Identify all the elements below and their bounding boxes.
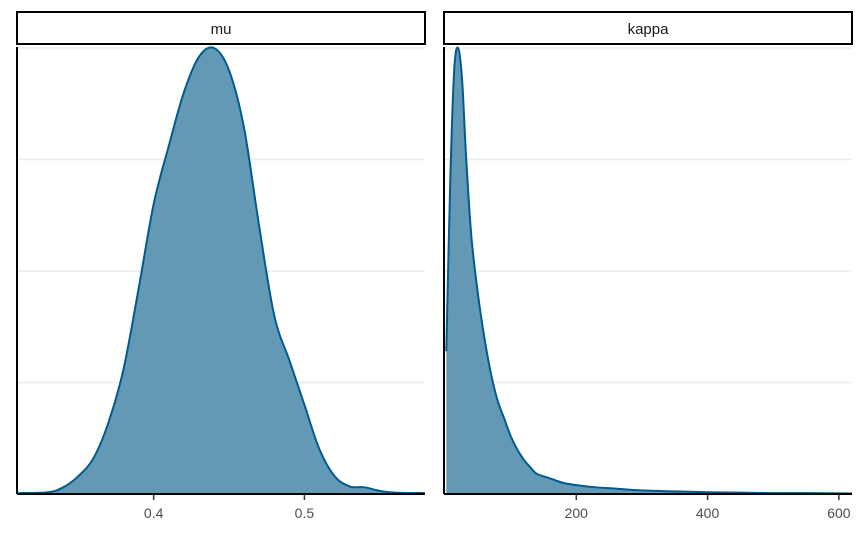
strip-label-mu: mu <box>211 21 232 38</box>
strip-label-kappa: kappa <box>628 21 670 38</box>
density-area-mu <box>17 46 426 495</box>
panel-kappa: kappa 200 400 600 <box>443 11 853 521</box>
density-area-kappa <box>445 46 853 495</box>
x-tick-label-kappa-0: 200 <box>565 505 589 521</box>
density-line-mu-0 <box>17 46 426 495</box>
density-fill-kappa-0 <box>446 47 852 494</box>
panel-mu: mu 0.4 0.5 <box>16 11 426 521</box>
x-tick-label-mu-0: 0.4 <box>144 505 164 521</box>
x-tick-label-mu-1: 0.5 <box>295 505 315 521</box>
density-line-kappa-0 <box>445 46 853 495</box>
x-tick-label-kappa-2: 600 <box>827 505 851 521</box>
x-ticks-kappa: 200 400 600 <box>565 494 851 521</box>
strip-mu <box>16 11 426 45</box>
density-fill-mu-0 <box>18 47 425 495</box>
x-ticks-mu: 0.4 0.5 <box>144 494 314 521</box>
strip-kappa <box>443 11 853 45</box>
grid-kappa <box>445 47 852 384</box>
x-tick-label-kappa-1: 400 <box>696 505 720 521</box>
